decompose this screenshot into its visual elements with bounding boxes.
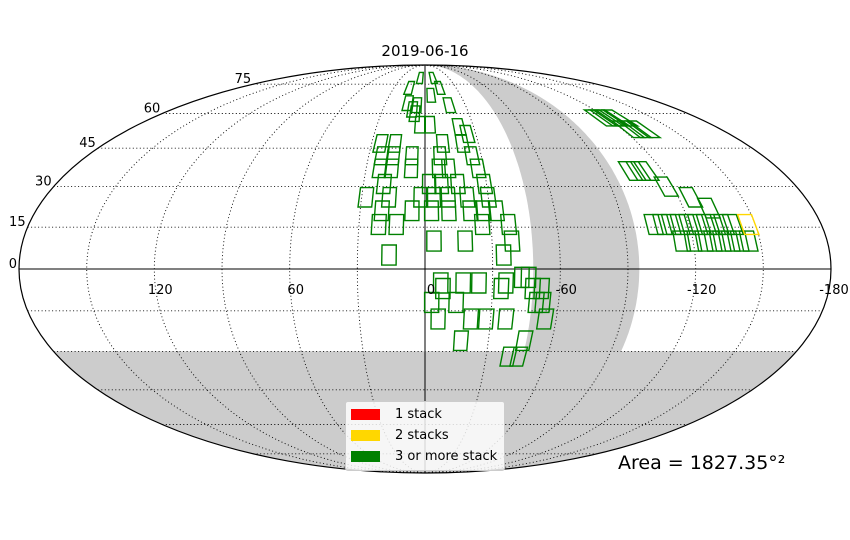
field-marker bbox=[492, 277, 510, 300]
field-marker bbox=[357, 186, 375, 208]
field-marker bbox=[499, 346, 518, 367]
field-marker bbox=[380, 244, 398, 266]
legend-label: 3 or more stack bbox=[395, 448, 498, 464]
meridian-line bbox=[356, 65, 426, 473]
fields-layer bbox=[357, 71, 760, 367]
field-marker bbox=[401, 95, 415, 112]
field-marker bbox=[375, 173, 393, 195]
field-marker bbox=[373, 146, 391, 166]
legend-swatch-red bbox=[351, 408, 380, 420]
legend: 1 stack 2 stacks 3 or more stack bbox=[345, 401, 505, 471]
field-marker bbox=[449, 173, 466, 195]
field-marker bbox=[423, 291, 440, 314]
field-marker bbox=[582, 109, 619, 127]
field-marker bbox=[736, 213, 760, 236]
field-marker bbox=[430, 308, 447, 330]
field-marker bbox=[442, 97, 457, 114]
y-tick-label: 60 bbox=[144, 102, 161, 117]
y-tick-label: 45 bbox=[79, 136, 96, 151]
y-tick-label: 75 bbox=[235, 72, 252, 87]
field-marker bbox=[434, 277, 451, 300]
field-marker bbox=[371, 158, 389, 179]
field-marker bbox=[479, 186, 498, 208]
field-marker bbox=[432, 146, 448, 166]
field-marker bbox=[458, 186, 476, 208]
field-marker bbox=[514, 330, 534, 352]
field-marker bbox=[413, 115, 426, 134]
y-tick-label: 0 bbox=[9, 257, 17, 272]
field-marker bbox=[470, 272, 488, 294]
field-marker bbox=[677, 186, 704, 208]
field-marker bbox=[404, 200, 420, 222]
legend-item-1-stack: 1 stack bbox=[351, 405, 442, 423]
field-marker bbox=[403, 158, 419, 179]
field-marker bbox=[423, 200, 440, 222]
x-tick-label: 0 bbox=[427, 283, 435, 298]
field-marker bbox=[513, 266, 530, 289]
chart-title: 2019-06-16 bbox=[381, 42, 469, 60]
field-marker bbox=[452, 330, 470, 352]
field-marker bbox=[433, 80, 447, 96]
field-marker bbox=[462, 200, 479, 222]
legend-swatch-yellow bbox=[351, 429, 380, 441]
legend-label: 1 stack bbox=[395, 406, 442, 422]
field-marker bbox=[413, 186, 429, 208]
y-tick-label: 15 bbox=[9, 215, 26, 230]
field-marker bbox=[527, 291, 545, 314]
field-marker bbox=[624, 160, 653, 182]
field-marker bbox=[462, 308, 480, 330]
field-marker bbox=[370, 213, 388, 236]
field-marker bbox=[499, 213, 518, 236]
field-marker bbox=[440, 186, 457, 208]
field-marker bbox=[643, 213, 665, 236]
legend-item-2-stacks: 2 stacks bbox=[351, 426, 449, 444]
field-marker bbox=[495, 244, 512, 266]
field-marker bbox=[477, 308, 495, 330]
field-marker bbox=[435, 133, 451, 153]
field-marker bbox=[386, 133, 403, 153]
x-tick-label: 120 bbox=[148, 283, 173, 298]
field-marker bbox=[424, 115, 437, 134]
x-tick-label: -120 bbox=[687, 283, 717, 298]
tick-labels: -120 -60 0 60 120 -180 0 15 30 45 60 75 bbox=[9, 72, 849, 298]
field-marker bbox=[388, 213, 405, 236]
y-tick-label: 30 bbox=[35, 175, 52, 190]
legend-swatch-green bbox=[351, 450, 380, 462]
field-marker bbox=[671, 230, 692, 252]
field-marker bbox=[426, 87, 437, 103]
field-marker bbox=[475, 173, 494, 195]
field-marker bbox=[451, 117, 468, 136]
field-marker bbox=[455, 272, 472, 294]
field-marker bbox=[535, 308, 555, 330]
field-marker bbox=[404, 146, 419, 166]
field-marker bbox=[463, 146, 481, 166]
field-marker bbox=[448, 291, 465, 314]
field-marker bbox=[402, 80, 416, 96]
field-marker bbox=[426, 230, 442, 252]
field-marker bbox=[415, 71, 425, 85]
field-marker bbox=[497, 272, 515, 294]
field-marker bbox=[610, 120, 647, 139]
x-tick-label: -180 bbox=[819, 283, 849, 298]
x-tick-label: -60 bbox=[556, 283, 577, 298]
field-marker bbox=[617, 160, 644, 182]
field-marker bbox=[380, 186, 398, 208]
meridian-line bbox=[424, 65, 494, 473]
field-marker bbox=[457, 230, 474, 252]
excluded-galactic-band bbox=[425, 65, 640, 352]
field-marker bbox=[497, 308, 515, 330]
field-marker bbox=[473, 213, 491, 236]
field-marker bbox=[431, 158, 447, 179]
legend-label: 2 stacks bbox=[395, 427, 449, 443]
map-outline bbox=[18, 64, 832, 474]
x-tick-label: 60 bbox=[287, 283, 304, 298]
field-marker bbox=[653, 176, 680, 197]
field-marker bbox=[373, 200, 391, 222]
field-marker bbox=[440, 200, 457, 222]
field-marker bbox=[372, 133, 389, 153]
field-marker bbox=[454, 133, 471, 153]
area-label: Area = 1827.35°² bbox=[618, 452, 786, 474]
legend-item-3-stacks: 3 or more stack bbox=[351, 447, 497, 465]
field-marker bbox=[428, 71, 439, 85]
